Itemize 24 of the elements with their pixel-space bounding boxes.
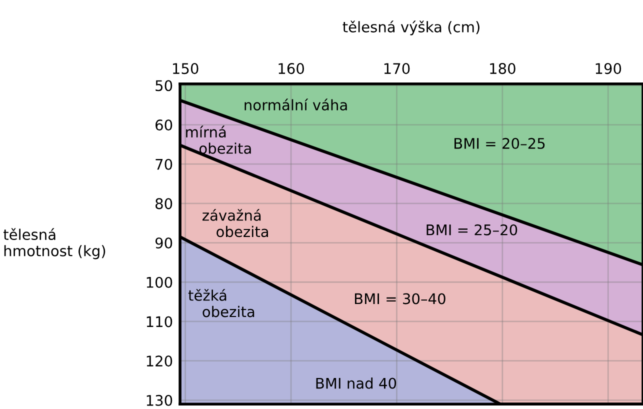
x-tick-label: 180 xyxy=(490,63,516,74)
y-tick-label: 80 xyxy=(156,198,172,210)
y-tick-label: 120 xyxy=(146,356,172,367)
annotation: závažná obezita xyxy=(202,208,268,238)
annotation: BMI = 25–20 xyxy=(426,224,518,236)
x-tick-label: 170 xyxy=(384,63,410,74)
y-axis-title: tělesná hmotnost (kg) xyxy=(3,228,106,260)
x-tick-label: 160 xyxy=(278,63,304,74)
annotation: normální váha xyxy=(244,98,347,110)
y-tick-label: 90 xyxy=(155,238,172,249)
y-tick-label: 50 xyxy=(156,80,172,92)
y-tick-label: 130 xyxy=(146,394,172,406)
annotation: mírná obezita xyxy=(186,126,251,154)
x-tick-label: 190 xyxy=(596,63,622,74)
annotation: BMI nad 40 xyxy=(316,378,396,389)
y-tick-label: 60 xyxy=(156,119,172,131)
annotation: BMI = 20–25 xyxy=(454,138,545,149)
annotation: BMI = 30–40 xyxy=(354,293,446,304)
y-tick-label: 70 xyxy=(156,158,172,170)
x-axis-title: tělesná výška (cm) xyxy=(342,20,480,36)
y-tick-label: 100 xyxy=(146,276,172,288)
annotation: těžká obezita xyxy=(188,289,254,318)
x-tick-label: 150 xyxy=(173,63,198,74)
y-tick-label: 110 xyxy=(146,316,172,328)
